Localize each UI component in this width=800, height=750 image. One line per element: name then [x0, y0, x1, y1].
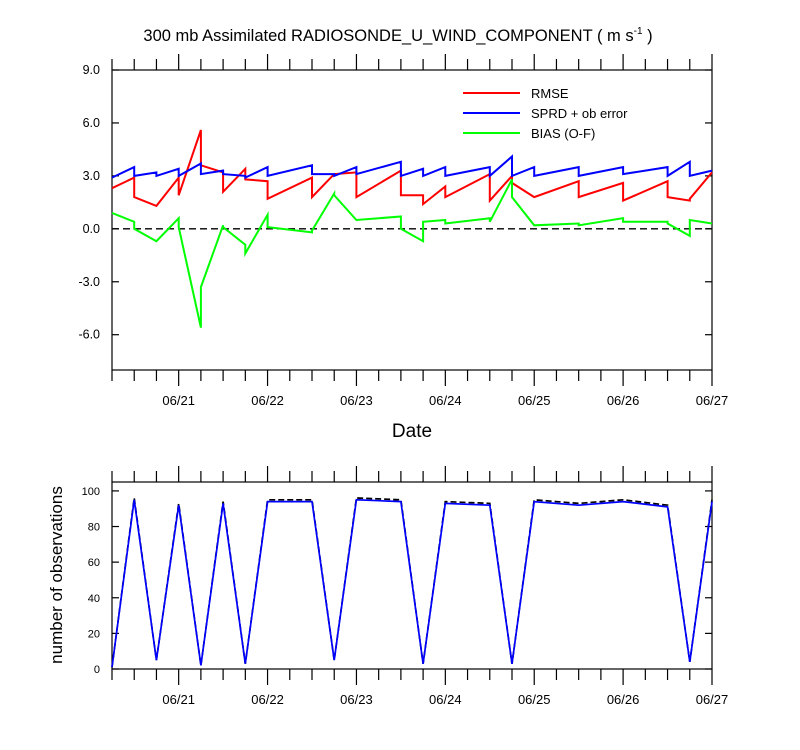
- series-line-bias-o-f: [111, 178, 713, 328]
- top-chart: 300 mb Assimilated RADIOSONDE_U_WIND_COM…: [78, 26, 728, 442]
- bottom-plot-frame: [111, 481, 713, 670]
- y-tick-label: 60: [88, 557, 100, 569]
- chart-title: 300 mb Assimilated RADIOSONDE_U_WIND_COM…: [143, 26, 652, 45]
- legend-label: BIAS (O-F): [531, 126, 595, 141]
- y-tick-label: -6.0: [78, 328, 100, 342]
- legend: RMSE SPRD + ob error BIAS (O-F): [463, 86, 628, 141]
- top-y-axis: 9.0 6.0 3.0 0.0 -3.0 -6.0: [78, 63, 712, 342]
- y-tick-label: -3.0: [78, 275, 100, 289]
- x-tick-label: 06/24: [429, 393, 462, 408]
- bottom-x-axis: 06/21 06/22 06/23 06/24 06/25 06/26 06/27: [111, 466, 729, 707]
- x-tick-label: 06/26: [607, 692, 640, 707]
- x-tick-label: 06/21: [162, 393, 195, 408]
- y-tick-label: 100: [82, 486, 100, 498]
- y-axis-label: number of observations: [47, 486, 66, 664]
- x-tick-label: 06/25: [518, 393, 551, 408]
- x-tick-label: 06/22: [251, 692, 284, 707]
- y-tick-label: 6.0: [83, 116, 100, 130]
- x-tick-label: 06/26: [607, 393, 640, 408]
- bottom-series-group: [111, 497, 713, 668]
- y-tick-label: 9.0: [83, 63, 100, 77]
- x-tick-label: 06/22: [251, 393, 284, 408]
- series-line-used: [111, 498, 713, 668]
- top-series-group: [111, 129, 713, 328]
- y-tick-label: 0: [94, 664, 100, 676]
- x-tick-label: 06/25: [518, 692, 551, 707]
- y-tick-label: 80: [88, 522, 100, 534]
- bottom-y-axis: 0 20 40 60 80 100: [82, 486, 712, 676]
- y-tick-label: 0.0: [83, 222, 100, 236]
- x-tick-label: 06/21: [162, 692, 195, 707]
- x-tick-label: 06/24: [429, 692, 462, 707]
- x-tick-label: 06/23: [340, 393, 373, 408]
- series-line-sprd-ob-error: [111, 154, 713, 180]
- series-line-possible: [111, 497, 713, 668]
- top-plot-frame: [111, 69, 713, 371]
- top-x-axis: 06/21 06/22 06/23 06/24 06/25 06/26 06/27: [111, 54, 729, 408]
- x-axis-label: Date: [392, 421, 432, 442]
- x-tick-label: 06/27: [696, 393, 729, 408]
- x-tick-label: 06/27: [696, 692, 729, 707]
- y-tick-label: 3.0: [83, 169, 100, 183]
- legend-label: SPRD + ob error: [531, 106, 628, 121]
- x-tick-label: 06/23: [340, 692, 373, 707]
- y-tick-label: 20: [88, 628, 100, 640]
- y-tick-label: 40: [88, 593, 100, 605]
- legend-label: RMSE: [531, 86, 569, 101]
